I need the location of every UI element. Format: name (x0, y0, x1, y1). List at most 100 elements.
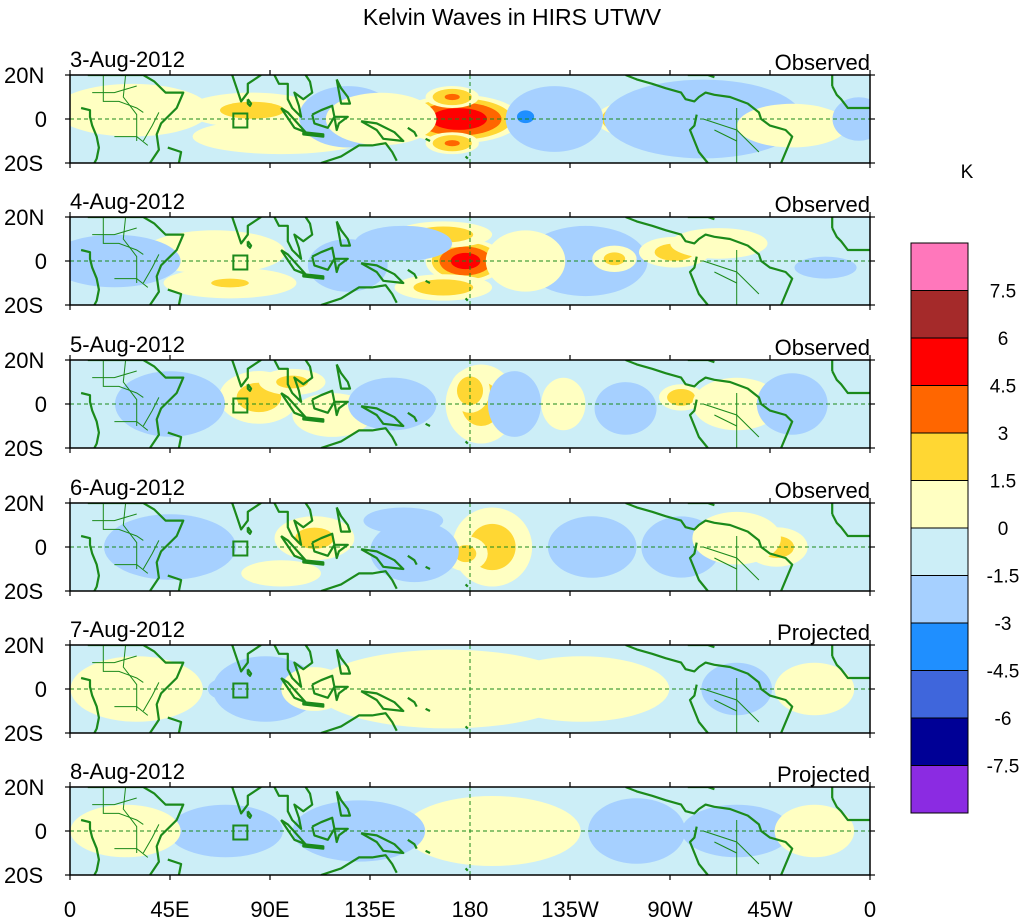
coastline (333, 115, 349, 132)
country-border (92, 227, 137, 236)
x-tick-label: 180 (452, 897, 489, 920)
country-border (122, 503, 138, 569)
coastline (246, 240, 253, 249)
coastline (167, 574, 183, 591)
coastline (688, 114, 709, 163)
country-border (122, 217, 138, 283)
colorbar-swatch (910, 717, 969, 766)
coastline (407, 838, 418, 850)
y-tick-label: 0 (35, 677, 47, 702)
country-border (714, 557, 737, 570)
coastline (320, 570, 398, 591)
coastline (360, 262, 405, 285)
y-tick-label: 20S (4, 721, 43, 746)
coastline (231, 503, 262, 531)
coastline (335, 506, 352, 533)
country-border (122, 645, 138, 711)
region-box (232, 824, 249, 841)
colorbar-swatch (910, 575, 969, 624)
y-tick-label: 20N (4, 633, 44, 658)
country-border (92, 85, 137, 94)
country-border (122, 75, 138, 141)
coastline (320, 427, 398, 448)
panel-date-label: 7-Aug-2012 (70, 617, 185, 642)
coastline (407, 554, 418, 566)
anomaly-contour (814, 263, 838, 272)
country-border (714, 414, 737, 427)
coastline (687, 645, 715, 649)
coastline (320, 854, 398, 875)
colorbar-label: 4.5 (990, 377, 1016, 398)
coastline (687, 503, 715, 507)
coastline (273, 645, 314, 688)
panel-type-label: Observed (775, 50, 870, 75)
coastline (688, 542, 709, 591)
coastline (831, 655, 870, 680)
coastline (464, 583, 469, 588)
panel-2: 20N 0 20S 4-Aug-2012 Observed (4, 189, 875, 318)
colorbar-swatch (910, 432, 969, 481)
colorbar-label: -1.5 (987, 567, 1020, 588)
anomaly-contour (667, 389, 696, 406)
coastline (625, 787, 794, 875)
country-borders (92, 787, 760, 875)
coastline (407, 696, 418, 708)
panel-3: 20N 0 20S 5-Aug-2012 Observed (4, 332, 875, 461)
y-tick-label: 20N (4, 205, 44, 230)
anomaly-contour (588, 798, 686, 864)
country-border (92, 797, 137, 806)
coastline (87, 75, 185, 163)
y-tick-label: 20N (4, 775, 44, 800)
colorbar-swatch (910, 290, 969, 339)
coastline (87, 360, 185, 448)
country-border (714, 129, 737, 142)
x-tick-label: 90W (647, 897, 692, 920)
coastline (360, 405, 405, 428)
country-border (122, 360, 138, 426)
coastline (335, 790, 352, 817)
anomaly-contour (276, 375, 309, 389)
y-tick-label: 20S (4, 436, 43, 461)
anomaly-contour (516, 110, 535, 124)
coastline (687, 787, 715, 791)
coastline (335, 78, 352, 105)
colorbar-swatch (910, 242, 969, 291)
panel-6: 20N 0 20S 8-Aug-2012 Projected (4, 759, 875, 888)
coastline (231, 360, 262, 388)
coastline (302, 843, 325, 850)
panel-type-label: Observed (775, 478, 870, 503)
coastline (464, 725, 469, 730)
y-tick-label: 20S (4, 293, 43, 318)
region-box (232, 397, 249, 414)
country-borders (92, 645, 760, 733)
x-tick-label: 45W (747, 897, 792, 920)
country-border (114, 706, 149, 716)
country-border (142, 112, 160, 142)
anomaly-contour (220, 101, 285, 119)
y-tick-label: 0 (35, 249, 47, 274)
colorbar-swatch (910, 765, 969, 814)
coastline (688, 399, 709, 448)
country-borders (92, 75, 760, 163)
coastline (167, 858, 183, 875)
coastline (273, 787, 314, 830)
coastline (87, 217, 185, 305)
coastline (273, 360, 314, 403)
country-border (714, 271, 737, 284)
coastline (688, 256, 709, 305)
coastline (360, 690, 405, 713)
coastline (273, 217, 314, 260)
panel-date-label: 4-Aug-2012 (70, 189, 185, 214)
coastline (360, 548, 405, 571)
coastline (246, 668, 253, 677)
country-borders (92, 360, 760, 448)
y-tick-label: 20S (4, 579, 43, 604)
coastline (687, 75, 715, 79)
coastline (80, 676, 100, 733)
country-border (142, 682, 160, 712)
y-tick-label: 0 (35, 107, 47, 132)
coastline (333, 257, 349, 274)
y-tick-label: 20S (4, 151, 43, 176)
colorbar-units-label: K (961, 162, 974, 183)
coastline (625, 75, 794, 163)
